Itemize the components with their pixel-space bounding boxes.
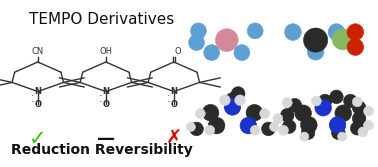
Text: ·: · <box>99 91 102 101</box>
Text: ·: · <box>31 91 34 101</box>
Circle shape <box>273 114 283 123</box>
Circle shape <box>226 93 239 106</box>
Circle shape <box>224 99 241 115</box>
Circle shape <box>335 105 352 122</box>
Circle shape <box>270 122 279 131</box>
Text: CN: CN <box>32 47 44 56</box>
Circle shape <box>347 39 364 55</box>
Circle shape <box>304 28 328 52</box>
Circle shape <box>285 24 301 40</box>
Circle shape <box>282 98 292 108</box>
Circle shape <box>240 117 257 134</box>
Circle shape <box>204 45 220 61</box>
Circle shape <box>262 122 275 136</box>
Circle shape <box>352 97 362 107</box>
Text: OH: OH <box>99 47 112 56</box>
Circle shape <box>260 109 270 118</box>
Circle shape <box>295 105 311 122</box>
Circle shape <box>329 117 346 133</box>
Circle shape <box>330 90 343 104</box>
Circle shape <box>250 125 260 135</box>
Circle shape <box>332 29 353 50</box>
Text: O: O <box>102 100 109 109</box>
Circle shape <box>231 87 245 100</box>
Circle shape <box>301 126 315 140</box>
Text: ·: · <box>31 97 34 107</box>
Circle shape <box>328 24 345 40</box>
Circle shape <box>191 23 206 39</box>
Circle shape <box>344 94 357 108</box>
Text: O: O <box>34 100 41 109</box>
Circle shape <box>311 96 321 106</box>
Circle shape <box>347 24 364 40</box>
Text: Reduction Reversibility: Reduction Reversibility <box>11 143 193 157</box>
Circle shape <box>352 101 366 115</box>
Circle shape <box>246 104 263 121</box>
Circle shape <box>208 117 225 134</box>
Circle shape <box>205 125 215 135</box>
Circle shape <box>364 120 373 130</box>
Circle shape <box>220 95 230 106</box>
Text: —: — <box>97 130 115 148</box>
Text: O: O <box>175 47 181 56</box>
Circle shape <box>288 98 302 112</box>
Circle shape <box>350 121 364 135</box>
Circle shape <box>247 23 263 39</box>
Circle shape <box>352 112 366 125</box>
Text: ✗: ✗ <box>166 129 182 148</box>
Text: N: N <box>34 87 41 96</box>
Circle shape <box>215 29 238 51</box>
Text: TEMPO Derivatives: TEMPO Derivatives <box>29 12 175 27</box>
Circle shape <box>315 99 332 116</box>
Circle shape <box>280 108 294 122</box>
Circle shape <box>186 122 195 131</box>
Circle shape <box>202 104 219 121</box>
Circle shape <box>318 94 332 108</box>
Text: ·: · <box>99 97 102 107</box>
Text: O: O <box>170 100 177 109</box>
Circle shape <box>190 122 203 136</box>
Circle shape <box>282 120 296 133</box>
Circle shape <box>343 35 356 48</box>
Circle shape <box>234 45 250 61</box>
Text: ·: · <box>167 91 170 101</box>
Circle shape <box>338 132 347 141</box>
Circle shape <box>195 109 205 118</box>
Text: ✓: ✓ <box>29 129 46 149</box>
Circle shape <box>279 125 288 135</box>
Circle shape <box>358 127 368 137</box>
Circle shape <box>307 43 324 60</box>
Circle shape <box>364 106 373 116</box>
Circle shape <box>189 35 204 51</box>
Text: N: N <box>102 87 109 96</box>
Circle shape <box>300 132 309 141</box>
Circle shape <box>332 126 345 140</box>
Circle shape <box>301 117 317 133</box>
Text: N: N <box>170 87 177 96</box>
Text: ·: · <box>167 97 170 107</box>
Circle shape <box>235 95 245 106</box>
